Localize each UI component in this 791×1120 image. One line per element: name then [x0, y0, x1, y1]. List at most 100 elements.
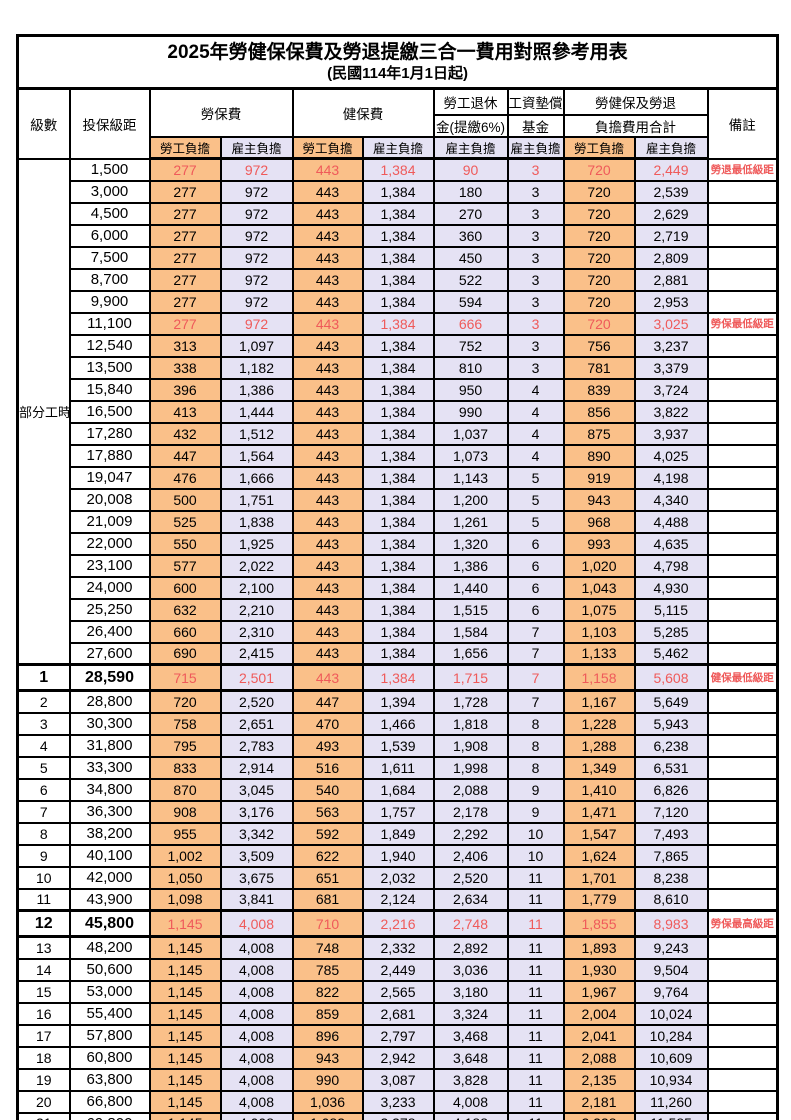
labor-employer-cell: 4,008: [219, 1023, 294, 1048]
total-employer-cell: 8,238: [633, 865, 709, 890]
health-employee-cell: 443: [291, 289, 364, 314]
labor-employer-cell: 3,176: [219, 799, 294, 824]
remark-cell: [706, 821, 779, 846]
total-employee-cell: 720: [562, 157, 636, 182]
labor-employee-cell: 413: [148, 399, 222, 424]
salary-cell: 60,800: [68, 1045, 151, 1070]
labor-employee-cell: 313: [148, 333, 222, 358]
wage-fund-employer-cell: 11: [506, 865, 565, 890]
labor-employer-cell: 1,838: [219, 509, 294, 534]
health-employee-cell: 443: [291, 267, 364, 292]
subheader-labor-employee: 勞工負擔: [148, 136, 222, 160]
header-wage-fund-line1: 工資墊償: [506, 87, 565, 116]
pension-employer-cell: 1,515: [432, 597, 509, 622]
labor-employee-cell: 1,145: [148, 1045, 222, 1070]
labor-employer-cell: 972: [219, 179, 294, 204]
pension-employer-cell: 950: [432, 377, 509, 402]
wage-fund-employer-cell: 3: [506, 157, 565, 182]
remark-cell: [706, 1089, 779, 1114]
labor-employee-cell: 500: [148, 487, 222, 512]
labor-employer-cell: 2,310: [219, 619, 294, 644]
remark-cell: 健保最低級距: [706, 663, 779, 692]
table-row: 24,000 600 2,100 443 1,384 1,440 6 1,043 4,930: [18, 575, 779, 600]
level-cell: 20: [16, 1089, 71, 1114]
health-employer-cell: 2,449: [361, 957, 435, 982]
remark-cell: [706, 553, 779, 578]
total-employer-cell: 3,379: [633, 355, 709, 380]
labor-employee-cell: 720: [148, 689, 222, 714]
health-employee-cell: 443: [291, 619, 364, 644]
labor-employee-cell: 476: [148, 465, 222, 490]
salary-cell: 33,300: [68, 755, 151, 780]
salary-cell: 15,840: [68, 377, 151, 402]
table-row: 15,840 396 1,386 443 1,384 950 4 839 3,724: [18, 377, 779, 402]
labor-employer-cell: 4,008: [219, 1001, 294, 1026]
remark-cell: 勞退最低級距: [706, 157, 779, 182]
salary-cell: 69,800: [68, 1111, 151, 1120]
total-employee-cell: 1,103: [562, 619, 636, 644]
labor-employee-cell: 1,145: [148, 1001, 222, 1026]
labor-employee-cell: 795: [148, 733, 222, 758]
labor-employer-cell: 1,182: [219, 355, 294, 380]
health-employer-cell: 1,384: [361, 465, 435, 490]
health-employer-cell: 1,384: [361, 245, 435, 270]
table-row: 9,900 277 972 443 1,384 594 3 720 2,953: [18, 289, 779, 314]
health-employer-cell: 1,384: [361, 575, 435, 600]
wage-fund-employer-cell: 11: [506, 887, 565, 912]
table-row: 11 43,900 1,098 3,841 681 2,124 2,634 11 1,779 8,…: [16, 887, 779, 912]
total-employee-cell: 943: [562, 487, 636, 512]
wage-fund-employer-cell: 7: [506, 641, 565, 666]
salary-cell: 66,800: [68, 1089, 151, 1114]
labor-employer-cell: 4,008: [219, 957, 294, 982]
health-employer-cell: 2,681: [361, 1001, 435, 1026]
labor-employee-cell: 690: [148, 641, 222, 666]
health-employee-cell: 710: [291, 909, 364, 938]
wage-fund-employer-cell: 11: [506, 979, 565, 1004]
table-row: 26,400 660 2,310 443 1,384 1,584 7 1,103 5,285: [18, 619, 779, 644]
labor-employer-cell: 972: [219, 157, 294, 182]
pension-employer-cell: 4,008: [432, 1089, 509, 1114]
wage-fund-employer-cell: 8: [506, 711, 565, 736]
salary-cell: 27,600: [68, 641, 151, 666]
labor-employer-cell: 4,008: [219, 1067, 294, 1092]
remark-cell: [706, 689, 779, 714]
total-employee-cell: 1,133: [562, 641, 636, 666]
total-employer-cell: 2,719: [633, 223, 709, 248]
labor-employer-cell: 2,783: [219, 733, 294, 758]
salary-cell: 16,500: [68, 399, 151, 424]
page-title: 2025年勞健保保費及勞退提繳三合一費用對照參考用表: [167, 41, 628, 63]
table-row: 8,700 277 972 443 1,384 522 3 720 2,881: [18, 267, 779, 292]
level-cell: 18: [16, 1045, 71, 1070]
pension-employer-cell: 2,406: [432, 843, 509, 868]
health-employee-cell: 785: [291, 957, 364, 982]
remark-cell: [706, 289, 779, 314]
salary-cell: 45,800: [68, 909, 151, 938]
remark-cell: [706, 865, 779, 890]
total-employer-cell: 11,260: [633, 1089, 709, 1114]
table-row: 12 45,800 1,145 4,008 710 2,216 2,748 11 1,855 8,…: [16, 909, 779, 938]
total-employee-cell: 720: [562, 179, 636, 204]
salary-cell: 4,500: [68, 201, 151, 226]
table-row: 17,880 447 1,564 443 1,384 1,073 4 890 4,025: [18, 443, 779, 468]
remark-cell: [706, 597, 779, 622]
salary-cell: 57,800: [68, 1023, 151, 1048]
remark-cell: [706, 179, 779, 204]
labor-employee-cell: 277: [148, 201, 222, 226]
table-row: 14 50,600 1,145 4,008 785 2,449 3,036 11 1,930 9,…: [16, 957, 779, 982]
table-row: 17 57,800 1,145 4,008 896 2,797 3,468 11 2,041 10…: [16, 1023, 779, 1048]
health-employer-cell: 1,940: [361, 843, 435, 868]
health-employee-cell: 443: [291, 509, 364, 534]
health-employee-cell: 443: [291, 311, 364, 336]
total-employer-cell: 6,531: [633, 755, 709, 780]
wage-fund-employer-cell: 6: [506, 575, 565, 600]
level-cell: 10: [16, 865, 71, 890]
salary-cell: 63,800: [68, 1067, 151, 1092]
salary-cell: 42,000: [68, 865, 151, 890]
health-employee-cell: 896: [291, 1023, 364, 1048]
remark-cell: [706, 245, 779, 270]
wage-fund-employer-cell: 7: [506, 663, 565, 692]
wage-fund-employer-cell: 3: [506, 311, 565, 336]
wage-fund-employer-cell: 6: [506, 553, 565, 578]
level-cell: 9: [16, 843, 71, 868]
total-employer-cell: 4,340: [633, 487, 709, 512]
